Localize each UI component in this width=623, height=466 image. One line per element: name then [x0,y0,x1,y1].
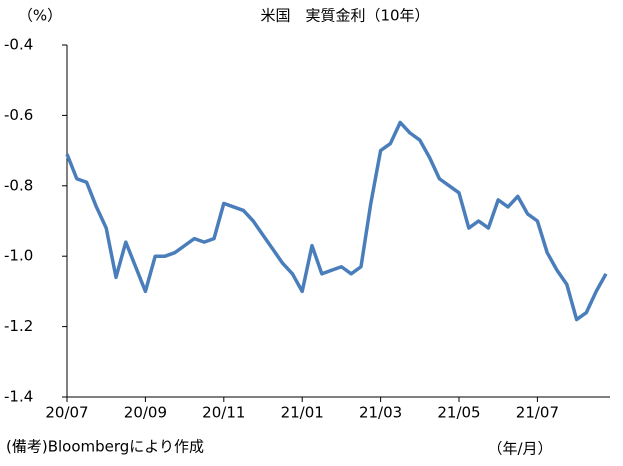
y-unit: （%） [18,7,62,25]
x-tick-label: 20/09 [124,404,167,422]
y-tick-label: -0.4 [4,36,33,54]
x-tick-label: 21/05 [437,404,480,422]
x-tick-label: 21/01 [281,404,324,422]
chart-title: 米国 実質金利（10年） [260,7,429,25]
y-tick-label: -0.6 [4,106,33,124]
x-unit: （年/月） [487,440,552,458]
y-tick-label: -1.0 [4,247,33,265]
x-tick-label: 20/11 [202,404,245,422]
y-tick-label: -0.8 [4,176,33,194]
note: (備考)Bloombergにより作成 [6,438,204,456]
x-tick-label: 21/07 [516,404,559,422]
x-tick-label: 21/03 [359,404,402,422]
y-tick-label: -1.4 [4,388,33,406]
x-tick-label: 20/07 [45,404,88,422]
y-tick-label: -1.2 [4,317,33,335]
data-line [65,120,608,322]
